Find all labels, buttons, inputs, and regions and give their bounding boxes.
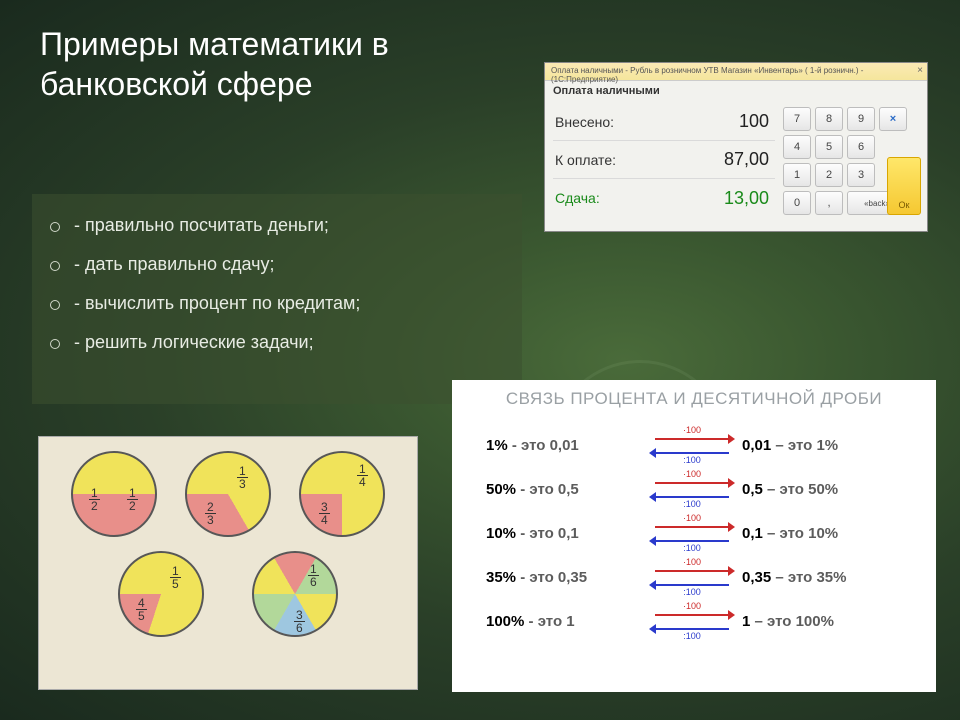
fraction-pie: 34 14 <box>299 451 385 537</box>
bullet-item: - дать правильно сдачу; <box>60 245 514 284</box>
arrow-multiply-icon: ·100 <box>647 519 737 533</box>
conversion-arrows: ·100:100 <box>642 431 742 459</box>
window-titlebar: Оплата наличными - Рубль в розничном УТВ… <box>545 63 927 81</box>
percent-left: 100% - это 1 <box>486 613 642 630</box>
bullet-list: - правильно посчитать деньги; - дать пра… <box>60 206 514 362</box>
percent-left: 50% - это 0,5 <box>486 481 642 498</box>
fraction-pie: 23 13 <box>185 451 271 537</box>
fraction-label: 23 <box>205 501 216 526</box>
change-value: 13,00 <box>724 188 775 209</box>
percent-right: 0,1 – это 10% <box>742 525 892 542</box>
cash-rows: Внесено: 100 К оплате: 87,00 Сдача: 13,0… <box>553 103 775 217</box>
key-1[interactable]: 1 <box>783 163 811 187</box>
conversion-arrows: ·100:100 <box>642 519 742 547</box>
percent-left: 1% - это 0,01 <box>486 437 642 454</box>
percent-decimal-panel: СВЯЗЬ ПРОЦЕНТА И ДЕСЯТИЧНОЙ ДРОБИ 1% - э… <box>452 380 936 692</box>
fraction-label: 13 <box>237 465 248 490</box>
arrow-divide-icon: :100 <box>647 489 737 503</box>
percent-right: 0,35 – это 35% <box>742 569 892 586</box>
arrow-multiply-icon: ·100 <box>647 563 737 577</box>
fraction-label: 14 <box>357 463 368 488</box>
conversion-arrows: ·100:100 <box>642 607 742 635</box>
percent-title: СВЯЗЬ ПРОЦЕНТА И ДЕСЯТИЧНОЙ ДРОБИ <box>452 380 936 419</box>
row-due: К оплате: 87,00 <box>553 141 775 179</box>
key-6[interactable]: 6 <box>847 135 875 159</box>
fraction-label: 16 <box>308 563 319 588</box>
due-value: 87,00 <box>724 149 775 170</box>
entered-label: Внесено: <box>553 114 614 130</box>
percent-row: 1% - это 0,01·100:1000,01 – это 1% <box>486 423 914 467</box>
percent-right: 0,01 – это 1% <box>742 437 892 454</box>
bullet-item: - решить логические задачи; <box>60 323 514 362</box>
percent-right: 0,5 – это 50% <box>742 481 892 498</box>
fraction-label: 34 <box>319 501 330 526</box>
change-label: Сдача: <box>553 190 600 206</box>
arrow-divide-icon: :100 <box>647 621 737 635</box>
percent-right: 1 – это 100% <box>742 613 892 630</box>
key-4[interactable]: 4 <box>783 135 811 159</box>
slide-title: Примеры математики в банковской сфере <box>40 24 520 104</box>
key-8[interactable]: 8 <box>815 107 843 131</box>
fraction-label: 15 <box>170 565 181 590</box>
fraction-label: 36 <box>294 609 305 634</box>
key-3[interactable]: 3 <box>847 163 875 187</box>
bullet-panel: - правильно посчитать деньги; - дать пра… <box>32 194 522 404</box>
fraction-pie: 12 12 <box>71 451 157 537</box>
key-0[interactable]: 0 <box>783 191 811 215</box>
key-9[interactable]: 9 <box>847 107 875 131</box>
percent-row: 35% - это 0,35·100:1000,35 – это 35% <box>486 555 914 599</box>
row-entered: Внесено: 100 <box>553 103 775 141</box>
key-7[interactable]: 7 <box>783 107 811 131</box>
cash-register-window: Оплата наличными - Рубль в розничном УТВ… <box>544 62 928 232</box>
percent-body: 1% - это 0,01·100:1000,01 – это 1%50% - … <box>452 419 936 643</box>
percent-left: 35% - это 0,35 <box>486 569 642 586</box>
arrow-divide-icon: :100 <box>647 445 737 459</box>
percent-row: 10% - это 0,1·100:1000,1 – это 10% <box>486 511 914 555</box>
fraction-pie: 1636 <box>252 551 338 637</box>
percent-row: 50% - это 0,5·100:1000,5 – это 50% <box>486 467 914 511</box>
arrow-multiply-icon: ·100 <box>647 607 737 621</box>
fraction-label: 12 <box>127 487 138 512</box>
cash-body: Внесено: 100 К оплате: 87,00 Сдача: 13,0… <box>545 99 927 229</box>
entered-value: 100 <box>739 111 775 132</box>
fraction-row-2: 45 15 1636 <box>39 537 417 637</box>
conversion-arrows: ·100:100 <box>642 475 742 503</box>
row-change: Сдача: 13,00 <box>553 179 775 217</box>
ok-button[interactable]: Ок <box>887 157 921 215</box>
fraction-pie: 45 15 <box>118 551 204 637</box>
arrow-divide-icon: :100 <box>647 533 737 547</box>
bullet-item: - правильно посчитать деньги; <box>60 206 514 245</box>
fraction-row-1: 12 12 23 13 34 14 <box>39 437 417 537</box>
percent-left: 10% - это 0,1 <box>486 525 642 542</box>
close-icon[interactable]: × <box>917 65 923 76</box>
key-5[interactable]: 5 <box>815 135 843 159</box>
due-label: К оплате: <box>553 152 616 168</box>
fraction-label: 12 <box>89 487 100 512</box>
fraction-pies-panel: 12 12 23 13 34 14 45 15 1636 <box>38 436 418 690</box>
arrow-divide-icon: :100 <box>647 577 737 591</box>
key-comma[interactable]: , <box>815 191 843 215</box>
key-2[interactable]: 2 <box>815 163 843 187</box>
percent-row: 100% - это 1·100:1001 – это 100% <box>486 599 914 643</box>
conversion-arrows: ·100:100 <box>642 563 742 591</box>
key-clear[interactable]: × <box>879 107 907 131</box>
arrow-multiply-icon: ·100 <box>647 475 737 489</box>
arrow-multiply-icon: ·100 <box>647 431 737 445</box>
fraction-label: 45 <box>136 597 147 622</box>
bullet-item: - вычислить процент по кредитам; <box>60 284 514 323</box>
